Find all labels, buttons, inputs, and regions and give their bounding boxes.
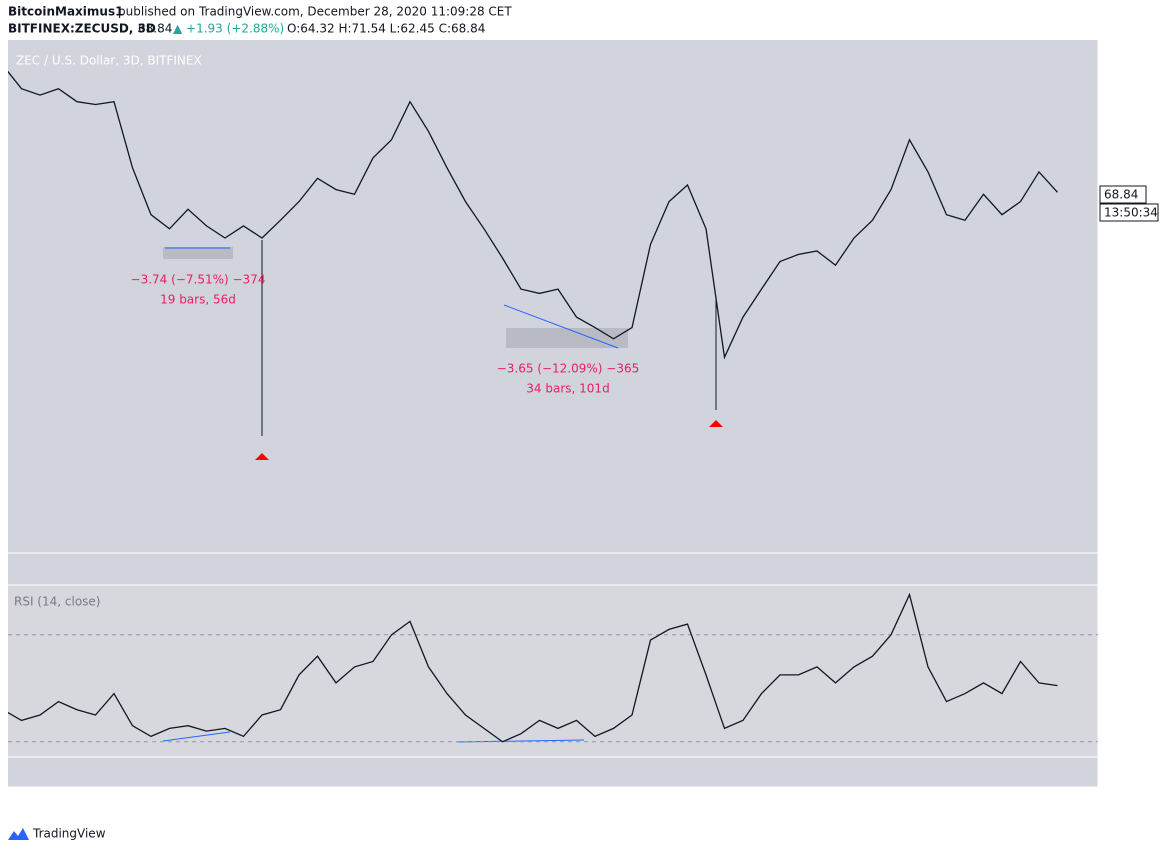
axes: 170.00 140.00 110.00 90.00 56.00 46.00 36.00 28… xyxy=(67,38,1144,808)
measure-2 xyxy=(503,300,723,427)
logo xyxy=(8,828,29,840)
y-tick-label: 9.50 xyxy=(1104,507,1130,521)
rsi-pane xyxy=(8,585,1098,757)
volume-axis-label: 0.00 xyxy=(1104,554,1130,568)
countdown: 13:50:34 xyxy=(1104,206,1158,220)
published: published on TradingView.com, December 2… xyxy=(118,5,512,19)
y-tick-label: 110.00 xyxy=(1104,108,1144,122)
symbol: BITFINEX:ZECUSD, 3D xyxy=(8,22,156,36)
rsi-divergence xyxy=(456,739,585,743)
y-tick-label: 22.00 xyxy=(1104,371,1137,385)
arrow-marker xyxy=(255,453,269,460)
series-line xyxy=(8,592,1058,743)
annotation: −3.74 (−7.51%) −374 xyxy=(131,273,266,287)
x-tick-label: Jul xyxy=(402,794,417,808)
x-tick-label: Oct xyxy=(67,794,87,808)
y-tick-label: 14.00 xyxy=(1104,444,1137,458)
annotation: 34 bars, 101d xyxy=(526,382,609,396)
y-tick-label: 11.50 xyxy=(1104,476,1137,490)
brand: TradingView xyxy=(32,827,106,841)
y-tick-label: 170.00 xyxy=(1104,38,1144,52)
annotation: 19 bars, 56d xyxy=(160,293,236,307)
x-tick-label: Oct xyxy=(511,794,531,808)
measure-1 xyxy=(163,240,269,460)
measure-box xyxy=(163,247,233,259)
arrow-marker xyxy=(709,420,723,427)
y-tick-label: 60.00 xyxy=(1104,654,1137,668)
y-tick-label: 36.00 xyxy=(1104,290,1137,304)
axis-unit: USD xyxy=(1121,52,1145,65)
measure-box xyxy=(506,328,628,348)
y-tick-label: 7.90 xyxy=(1104,537,1130,551)
x-tick-label: Oct xyxy=(955,794,975,808)
x-tick-label: Apr xyxy=(289,794,309,808)
y-tick-label: 28.00 xyxy=(1104,331,1137,345)
annotation: −3.65 (−12.09%) −365 xyxy=(497,362,640,376)
rsi-divergence xyxy=(162,731,231,742)
last-price: 68.84 xyxy=(138,22,172,36)
price-label-box xyxy=(1099,185,1147,204)
x-tick-label: 2020 xyxy=(617,794,646,808)
author: BitcoinMaximus1 xyxy=(8,5,123,19)
y-tick-label: 40.00 xyxy=(1104,708,1137,722)
countdown-box xyxy=(1099,203,1159,222)
x-tick-label: Apr xyxy=(733,794,753,808)
volume-pane xyxy=(8,553,1098,585)
price-label: 68.84 xyxy=(1104,188,1138,202)
series-line xyxy=(8,70,1058,360)
pane-title: ZEC / U.S. Dollar, 3D, BITFINEX xyxy=(16,54,202,68)
plot xyxy=(8,70,1098,743)
x-tick-label: 2019 xyxy=(173,794,202,808)
y-tick-label: 18.00 xyxy=(1104,403,1137,417)
ohlc: O:64.32 H:71.54 L:62.45 C:68.84 xyxy=(287,22,485,36)
measure-line xyxy=(503,304,619,349)
rsi-title: RSI (14, close) xyxy=(14,595,100,609)
x-tick-label: 2021 xyxy=(1061,794,1090,808)
price-pane xyxy=(8,40,1098,553)
x-tick-label: Jul xyxy=(846,794,861,808)
pane-filler xyxy=(8,757,1098,787)
logo-icon xyxy=(8,828,29,840)
y-tick-label: 140.00 xyxy=(1104,69,1144,83)
y-tick-label: 56.00 xyxy=(1104,218,1137,232)
y-tick-label: 46.00 xyxy=(1104,250,1137,264)
y-tick-label: 90.00 xyxy=(1104,141,1137,155)
change: ▲ +1.93 (+2.88%) xyxy=(173,22,284,36)
y-tick-label: 80.00 xyxy=(1104,601,1137,615)
